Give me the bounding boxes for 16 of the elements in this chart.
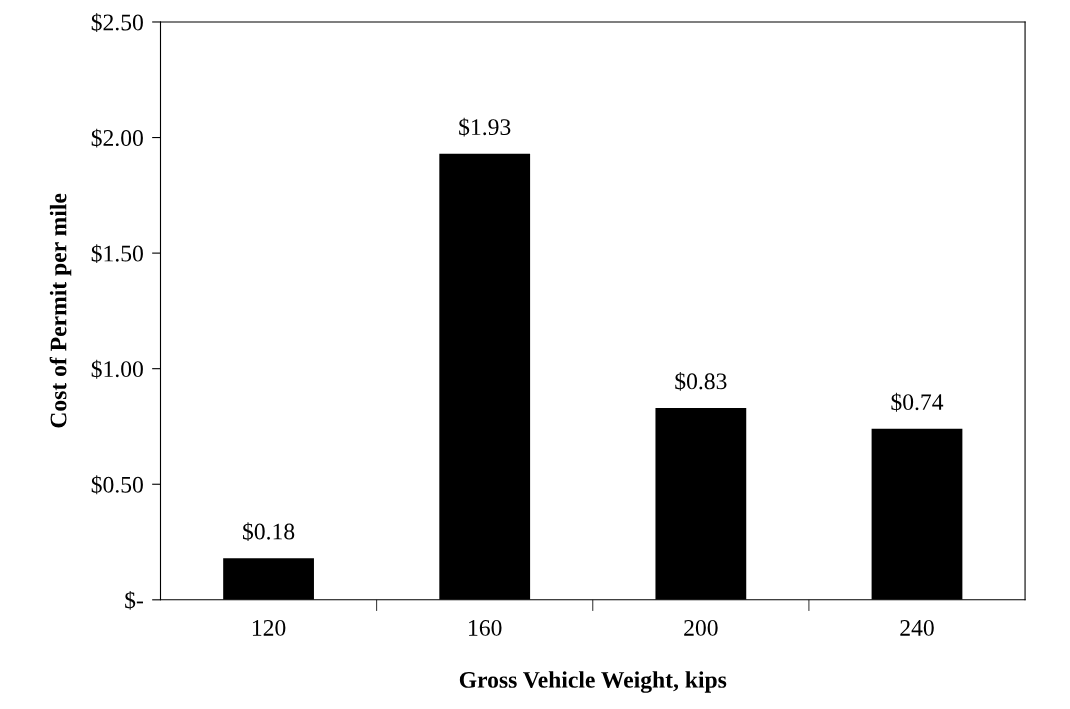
x-axis-title: Gross Vehicle Weight, kips [459,671,727,693]
y-tick-label: $1.50 [91,244,143,264]
data-label: $0.83 [675,371,727,391]
y-tick-label: $- [125,590,143,610]
x-tick-label: 240 [900,619,934,636]
x-tick-label: 120 [252,619,286,636]
data-label: $0.74 [891,392,944,412]
data-label: $1.93 [459,117,511,137]
y-tick-label: $2.00 [91,128,143,148]
x-tick-label: 200 [684,619,718,636]
y-axis-title: Cost of Permit per mile [49,193,72,428]
data-label: $0.18 [243,522,295,542]
y-tick-label: $2.50 [91,13,143,32]
y-tick-label: $1.00 [91,359,143,379]
y-tick-label: $0.50 [91,475,143,495]
x-tick-label: 160 [469,619,502,636]
